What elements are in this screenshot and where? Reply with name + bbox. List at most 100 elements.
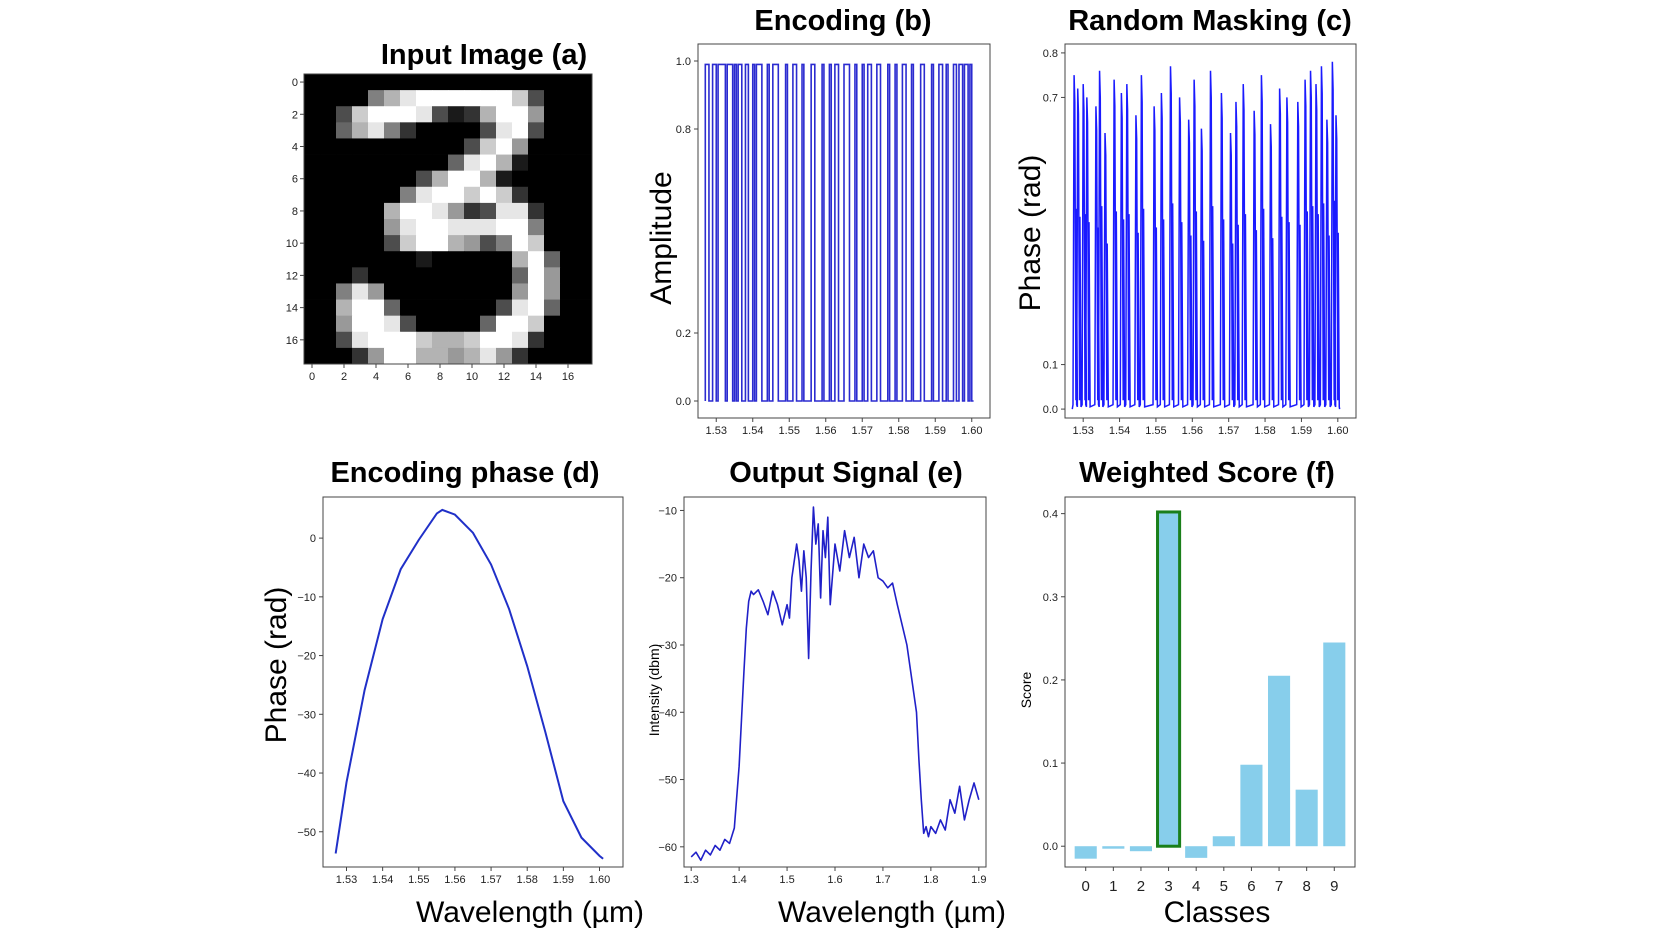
- image-pixel: [400, 251, 417, 268]
- image-pixel: [560, 315, 577, 333]
- image-pixel: [544, 202, 561, 220]
- image-pixel: [384, 154, 401, 172]
- panel-f-frame: [1064, 496, 1356, 868]
- image-pixel: [512, 202, 529, 220]
- x-tick-label: 1.54: [372, 874, 393, 886]
- image-pixel: [368, 251, 385, 268]
- panel-b-ylabel: Amplitude: [645, 171, 678, 304]
- image-pixel: [560, 154, 577, 172]
- image-pixel: [512, 315, 529, 333]
- image-pixel: [560, 283, 577, 300]
- image-pixel: [528, 331, 545, 349]
- image-pixel: [384, 251, 401, 268]
- image-pixel: [544, 138, 561, 155]
- image-pixel: [416, 315, 433, 333]
- image-pixel: [384, 347, 401, 365]
- image-pixel: [432, 138, 449, 155]
- image-pixel: [432, 267, 449, 284]
- x-tick-label: 4: [1192, 878, 1200, 895]
- image-pixel: [512, 299, 529, 317]
- image-pixel: [496, 267, 513, 284]
- image-pixel: [496, 90, 513, 107]
- image-pixel: [528, 154, 545, 172]
- image-pixel: [448, 122, 465, 139]
- image-pixel: [528, 251, 545, 268]
- image-pixel: [304, 90, 321, 107]
- score-bar: [1240, 764, 1263, 847]
- image-pixel: [528, 170, 545, 188]
- x-tick-label: 1.57: [1218, 425, 1239, 437]
- image-pixel: [368, 90, 385, 107]
- x-tick-label: 1.57: [852, 425, 873, 437]
- image-pixel: [464, 138, 481, 155]
- image-pixel: [480, 283, 497, 300]
- image-pixel: [496, 251, 513, 268]
- image-pixel: [400, 267, 417, 284]
- image-pixel: [320, 74, 337, 91]
- image-pixel: [352, 170, 369, 188]
- image-pixel: [544, 154, 561, 172]
- image-pixel: [560, 106, 577, 123]
- image-pixel: [576, 138, 593, 155]
- image-pixel: [352, 202, 369, 220]
- image-pixel: [512, 283, 529, 300]
- panel-e-output-signal: 1.3 1.4 1.5 1.6 1.7 1.8 1.9 −10 −20 −30 −40 −50 −60: [658, 496, 987, 886]
- panel-b-frame: [697, 43, 991, 419]
- image-pixel: [320, 235, 337, 252]
- image-pixel: [336, 90, 353, 107]
- panel-e-ylabel: Intensity (dbm): [646, 644, 662, 737]
- x-tick-label: 1.58: [1254, 425, 1275, 437]
- panel-a-title: Input Image (a): [381, 39, 587, 71]
- image-pixel: [304, 331, 321, 349]
- image-pixel: [528, 106, 545, 123]
- image-pixel: [384, 138, 401, 155]
- score-bar: [1185, 846, 1208, 858]
- y-tick-label: −30: [658, 640, 677, 652]
- image-pixel: [464, 315, 481, 333]
- image-pixel: [464, 283, 481, 300]
- y-tick-label: −40: [658, 707, 677, 719]
- image-pixel: [336, 106, 353, 123]
- image-pixel: [528, 267, 545, 284]
- image-pixel: [384, 122, 401, 139]
- image-pixel: [368, 122, 385, 139]
- image-pixel: [304, 299, 321, 317]
- y-tick-label: 0: [292, 77, 298, 89]
- x-tick-label: 1.56: [1182, 425, 1203, 437]
- image-pixel: [304, 106, 321, 123]
- image-pixel: [496, 347, 513, 365]
- image-pixel: [368, 202, 385, 220]
- y-tick-label: 0.8: [1043, 48, 1058, 60]
- image-pixel: [416, 331, 433, 349]
- image-pixel: [320, 283, 337, 300]
- image-pixel: [560, 186, 577, 204]
- image-pixel: [320, 315, 337, 333]
- x-tick-label: 6: [1247, 878, 1255, 895]
- image-pixel: [384, 315, 401, 333]
- x-tick-label: 1.58: [517, 874, 538, 886]
- image-pixel: [432, 347, 449, 365]
- image-pixel: [576, 219, 593, 236]
- image-pixel: [576, 331, 593, 349]
- image-pixel: [432, 122, 449, 139]
- image-pixel: [544, 74, 561, 91]
- y-tick-label: 1.0: [676, 56, 691, 68]
- image-pixel: [368, 299, 385, 317]
- x-tick-label: 1.54: [1109, 425, 1130, 437]
- image-pixel: [400, 154, 417, 172]
- x-tick-label: 2: [341, 371, 347, 383]
- image-pixel: [416, 122, 433, 139]
- image-pixel: [304, 283, 321, 300]
- x-tick-label: 1.53: [1072, 425, 1093, 437]
- x-tick-label: 1: [1109, 878, 1117, 895]
- image-pixel: [400, 106, 417, 123]
- image-pixel: [416, 138, 433, 155]
- image-pixel: [496, 202, 513, 220]
- panel-f-xlabel: Classes: [1164, 896, 1271, 929]
- image-pixel: [544, 299, 561, 317]
- image-pixel: [352, 106, 369, 123]
- image-pixel: [448, 90, 465, 107]
- image-pixel: [512, 347, 529, 365]
- image-pixel: [480, 251, 497, 268]
- image-pixel: [528, 235, 545, 252]
